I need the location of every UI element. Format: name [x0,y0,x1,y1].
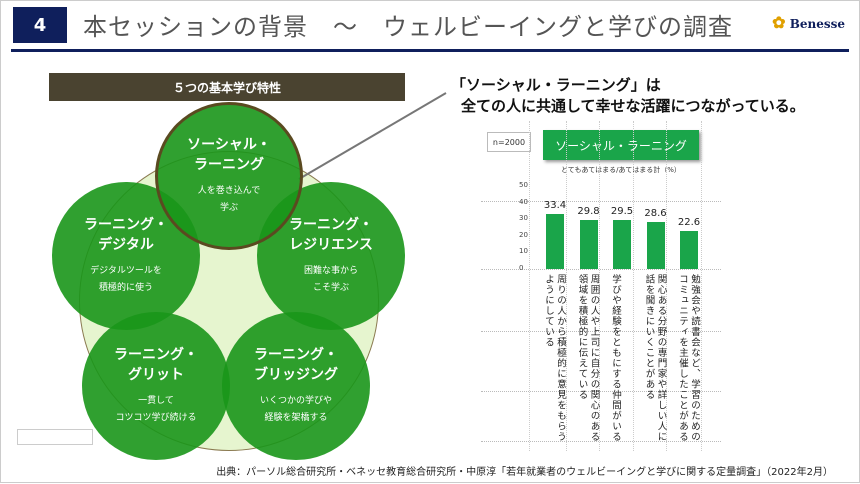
data-label: 29.8 [577,205,600,217]
bar [579,219,598,269]
trait-circle: ラーニング・ ブリッジングいくつかの学びや 経験を架橋する [222,312,370,460]
category-label: 勉強会や読書会など、学習のためのコミュニティを主催したことがある [677,274,700,442]
chart-title: ソーシャル・ラーニング [543,130,699,160]
trait-title: ラーニング・ ブリッジング [254,347,338,383]
trait-title: ソーシャル・ ラーニング [187,137,271,173]
gridline [666,121,667,451]
y-tick-label: 50 [519,181,528,189]
y-tick-label: 0 [519,264,524,272]
source-note: 出典：パーソル総合研究所・ベネッセ教育総合研究所・中原淳「若年就業者のウェルビー… [216,467,833,478]
trait-title: ラーニング・ グリット [114,347,198,383]
bar [680,231,698,269]
category-label: 周囲の人や上司に自分の関心のある領域を積極的に伝えている [576,274,600,442]
trait-desc: 人を巻き込んで 学ぶ [197,186,261,213]
bar [546,213,564,269]
gridline [701,121,702,451]
empty-box [17,429,93,445]
slide-number: 4 [13,7,67,43]
data-label: 22.6 [677,217,701,229]
gridline [633,121,634,451]
category-label: 周りの人から積極的に意見をもらうようにしている [543,274,566,442]
data-label: 33.4 [543,199,567,211]
gridline [481,441,721,442]
trait-title: ラーニング・ レジリエンス [289,217,373,253]
y-tick-label: 40 [519,197,528,206]
gridline [481,331,721,332]
bar [613,220,631,269]
trait-circle: ソーシャル・ ラーニング人を巻き込んで 学ぶ [155,102,303,250]
sample-size: n=2000 [487,132,531,152]
gridline [481,269,721,270]
category-label: 学びや経験をともにする仲間がいる [610,274,621,442]
category-label: 関心ある分野の専門家や詳しい人に話を聞きにいくことがある [643,274,667,442]
header-divider [11,49,849,52]
gridline [529,121,530,451]
y-tick-label: 20 [519,230,528,239]
trait-desc: 一貫して コツコツ学び続ける [115,396,197,423]
data-label: 29.5 [610,206,634,218]
section-band: ５つの基本学び特性 [49,73,405,101]
page-title: 本セッションの背景 ～ ウェルビーイングと学びの調査 [83,13,733,41]
data-label: 28.6 [644,207,667,219]
gridline [481,201,721,202]
trait-circle: ラーニング・ デジタルデジタルツールを 積極的に使う [52,182,200,330]
gridline [566,121,567,451]
trait-title: ラーニング・ デジタル [84,217,168,253]
trait-circle: ラーニング・ グリット一貫して コツコツ学び続ける [82,312,230,460]
trait-desc: いくつかの学びや 経験を架橋する [259,396,332,423]
y-tick-label: 30 [519,214,528,223]
trait-desc: 困難な事から こそ学ぶ [303,266,358,293]
gridline [481,391,721,392]
y-axis-label: とてもあてはまる/あてはまる計（%） [561,166,681,174]
callout-text: 「ソーシャル・ラーニング」は 全ての人に共通して幸せな活躍につながっている。 [451,76,805,115]
y-tick-label: 10 [519,247,528,256]
benesse-logo: ✿ Benesse [772,13,845,32]
trait-desc: デジタルツールを 積極的に使う [90,266,162,293]
bar [646,221,665,269]
gridline [599,121,600,451]
